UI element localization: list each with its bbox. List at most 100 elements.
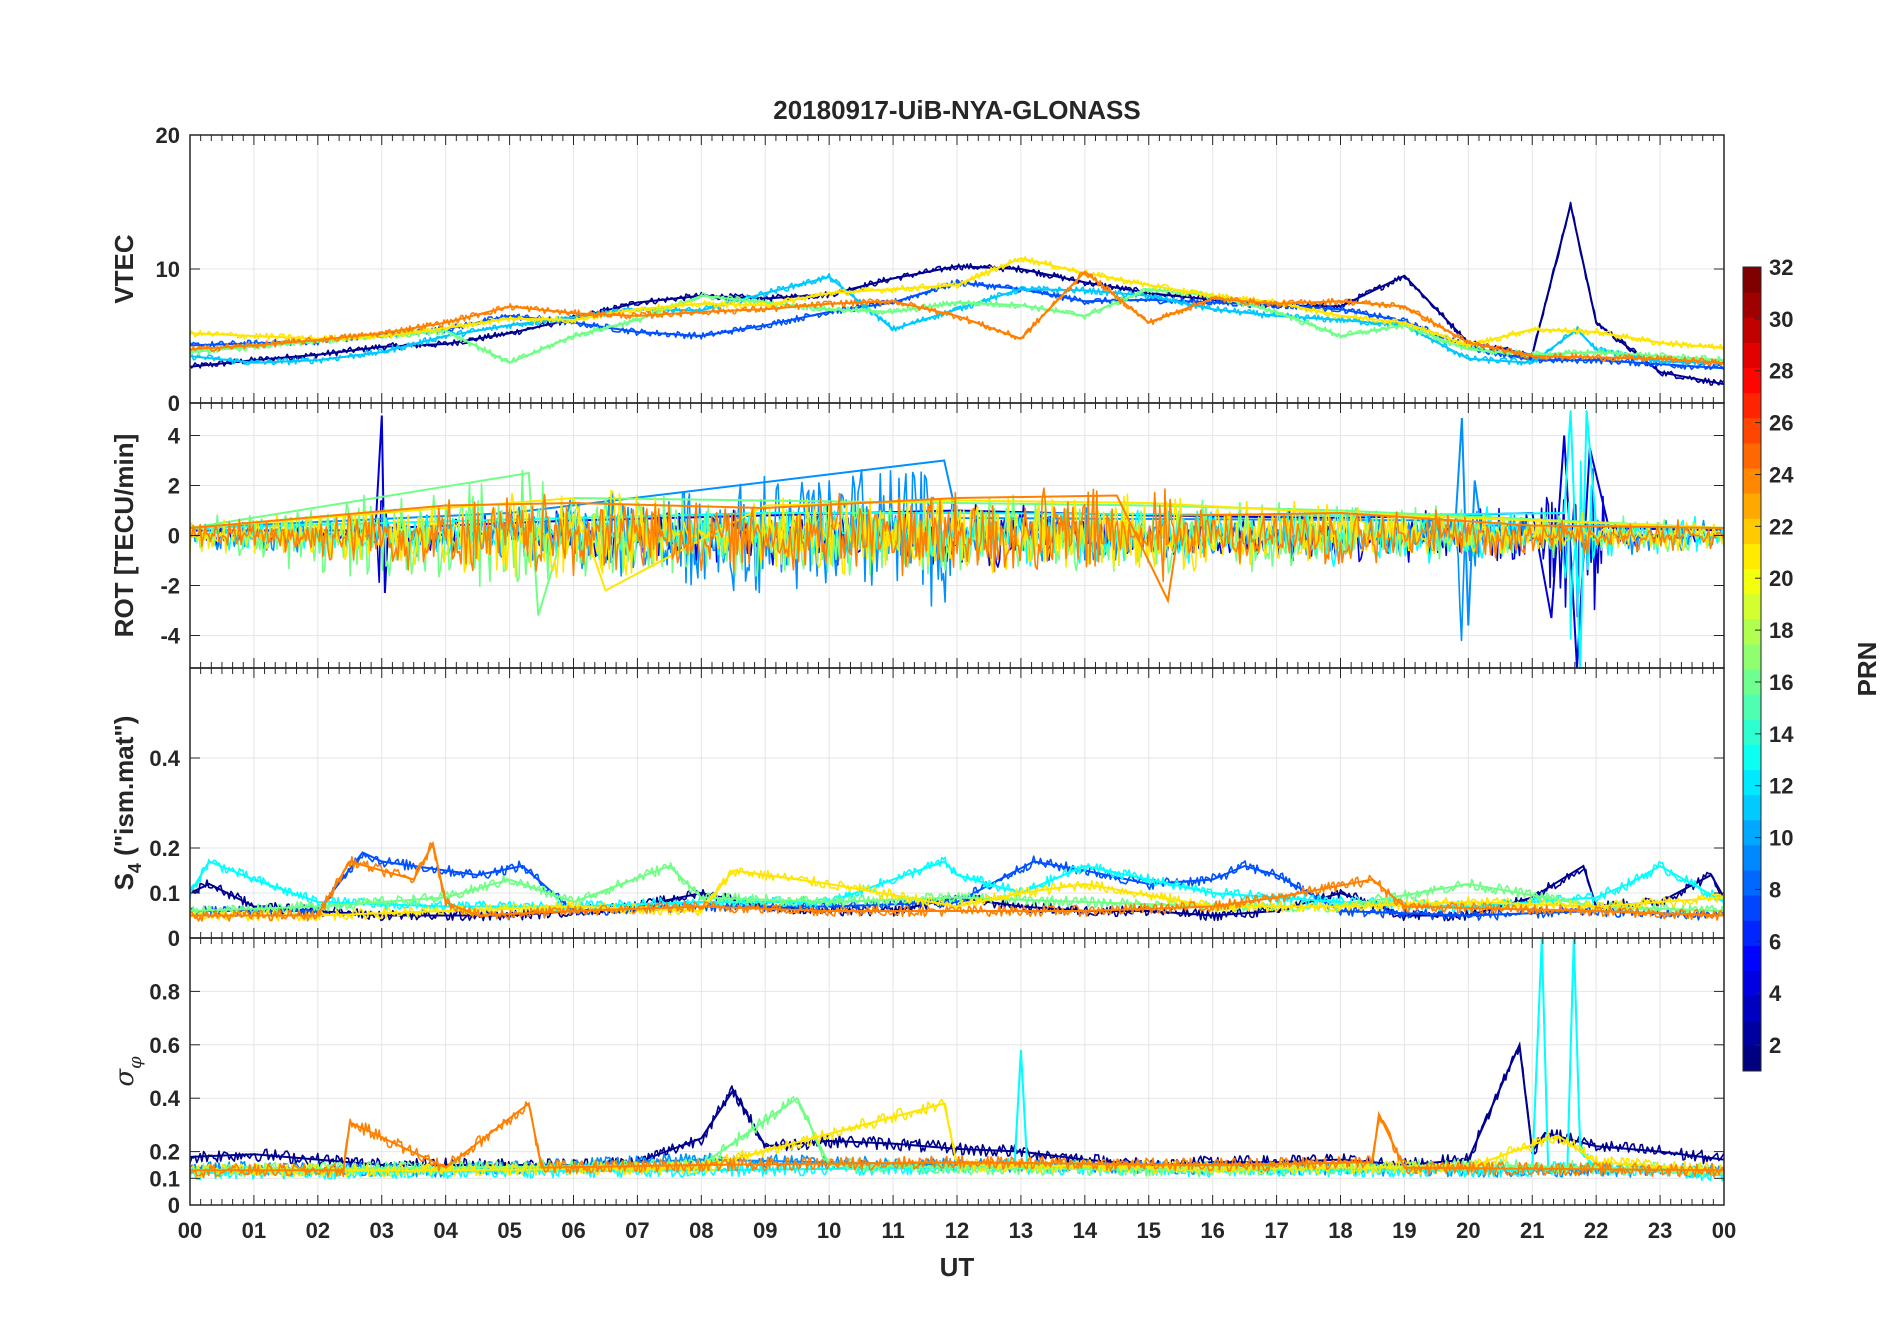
colorbar-tick-label: 26 [1769,411,1793,436]
colorbar-tick-label: 14 [1769,722,1794,747]
x-tick-label: 09 [753,1218,777,1243]
series-line [190,852,1724,921]
y-tick-label: 0 [168,391,180,416]
y-tick-label: 0 [168,524,180,549]
colorbar-tick-label: 2 [1769,1033,1781,1058]
x-tick-label: 21 [1520,1218,1544,1243]
series-peaks [190,1101,1724,1172]
colorbar-swatch [1743,794,1761,821]
colorbar-swatch [1743,945,1761,971]
x-tick-label: 17 [1264,1218,1288,1243]
colorbar-swatch [1743,442,1761,469]
y-axis-label: ROT [TECU/min] [109,434,139,638]
x-tick-label: 06 [561,1218,585,1243]
series-peaks [190,840,1724,917]
colorbar-tick-label: 24 [1769,462,1794,487]
colorbar-frame [1742,266,1762,1072]
y-tick-label: 2 [168,474,180,499]
colorbar-tick-label: 18 [1769,618,1793,643]
colorbar-swatch [1743,920,1761,946]
panel-sigma-phi: 00.10.2 0.4 0.6 0.8 σφ [110,937,1725,1218]
y-tick-label: 0.8 [149,979,180,1004]
series-peaks [190,288,1724,364]
colorbar-swatch [1743,568,1761,595]
x-tick-label: 16 [1200,1218,1224,1243]
series-peaks [190,257,1724,350]
colorbar-tick-label: 32 [1769,255,1793,280]
x-tick-label: 03 [370,1218,394,1243]
y-tick-label: 0.1 [149,1166,180,1191]
colorbar-swatch [1743,995,1761,1022]
x-tick-label: 02 [306,1218,330,1243]
x-tick-label: 08 [689,1218,713,1243]
y-tick-label: 0.4 [149,746,180,771]
colorbar-swatch [1743,1045,1761,1072]
x-tick-label: 04 [433,1218,458,1243]
y-tick-label: 0.6 [149,1033,180,1058]
colorbar-swatch [1743,970,1761,997]
x-tick-label: 20 [1456,1218,1480,1243]
x-tick-label: 07 [625,1218,649,1243]
series-peaks [190,275,1724,364]
figure-title: 20180917-UiB-NYA-GLONASS [773,95,1141,125]
series-line [190,487,1724,582]
series-group [190,410,1724,668]
colorbar-swatch [1743,618,1761,645]
y-axis-label-sub: φ [125,1056,146,1069]
colorbar-swatch [1743,493,1761,519]
x-tick-label: 13 [1009,1218,1033,1243]
colorbar-swatch [1743,417,1761,444]
y-tick-label: 4 [168,424,181,449]
y-axis-label-rest: ("ism.mat") [109,716,139,863]
y-axis-label: S4 ("ism.mat") [109,716,145,891]
x-tick-labels: 00 01 02 03 04 05 06 07 08 09 10 11 12 13 14 15 16 17 18 19… [178,1218,1736,1243]
colorbar-swatch [1743,669,1761,695]
series-peaks [190,270,1724,364]
x-tick-label: 00 [178,1218,202,1243]
colorbar-swatch [1743,719,1761,745]
x-axis-label: UT [940,1252,975,1282]
panel-rot: -4 -2 0 2 4 ROT [TECU/min] [109,402,1725,669]
y-tick-label: 0.2 [149,1140,180,1165]
x-ticks [189,668,1725,938]
colorbar-swatch [1743,543,1761,569]
x-tick-label: 15 [1137,1218,1161,1243]
x-tick-label: 10 [817,1218,841,1243]
x-tick-label: 11 [881,1218,904,1243]
x-ticks [189,938,1725,1205]
series-line [190,862,1724,917]
colorbar-swatch [1743,392,1761,419]
y-tick-label: 20 [156,123,180,148]
y-axis-label-sub: 4 [125,863,145,873]
y-tick-label: 0 [168,926,180,951]
y-tick-label: -2 [160,574,180,599]
series-group [190,840,1724,922]
colorbar-swatch [1743,1020,1761,1047]
colorbar-swatch [1743,870,1761,896]
x-tick-label: 22 [1584,1218,1608,1243]
colorbar-tick-label: 30 [1769,307,1793,332]
colorbar-swatch [1743,769,1761,796]
colorbar-swatch [1743,367,1761,394]
colorbar-swatch [1743,593,1761,620]
y-tick-label: -4 [160,624,180,649]
series-peaks [190,864,1724,912]
colorbar-tick-label: 12 [1769,774,1793,799]
y-tick-label: 10 [156,257,180,282]
colorbar-swatch [1743,518,1761,544]
series-peaks [190,496,1724,592]
y-tick-label: 0.4 [149,1086,180,1111]
x-tick-label: 12 [945,1218,969,1243]
y-axis-label: σφ [110,1056,146,1087]
colorbar-tick-label: 8 [1769,877,1781,902]
x-tick-label: 19 [1392,1218,1416,1243]
x-tick-label: 00 [1712,1218,1736,1243]
colorbar-tick-label: 10 [1769,826,1793,851]
x-tick-label: 23 [1648,1218,1672,1243]
series-peaks [190,864,1724,917]
x-ticks [189,135,1725,403]
colorbar-tick-label: 22 [1769,514,1793,539]
